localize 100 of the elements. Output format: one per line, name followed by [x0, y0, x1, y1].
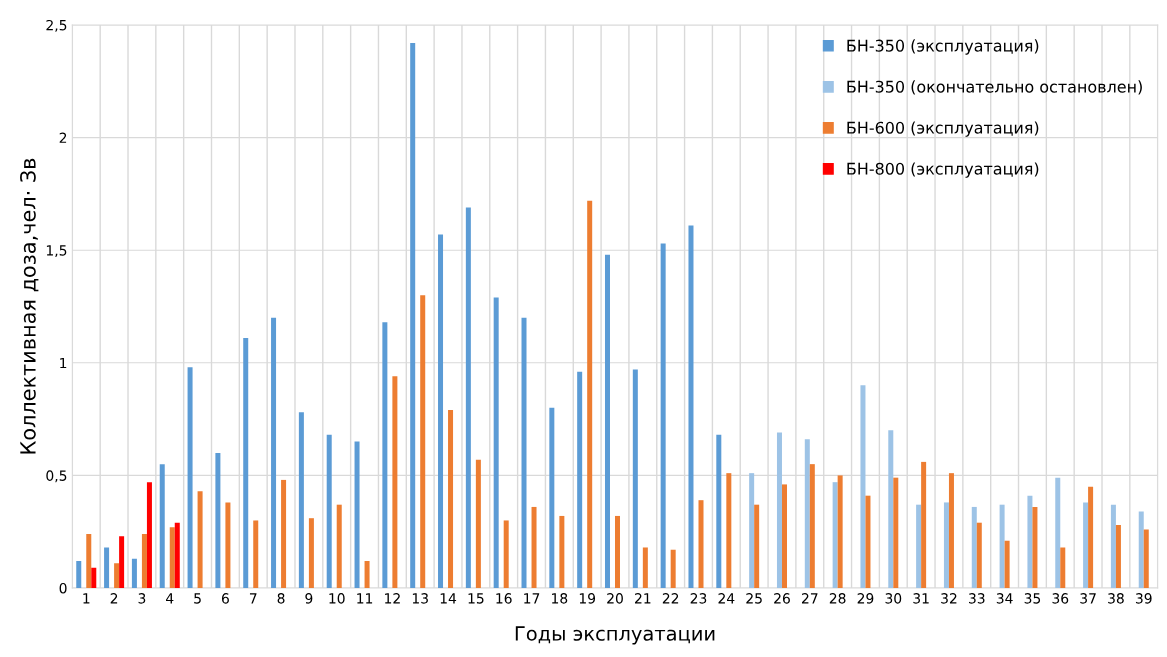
y-axis-title: Коллективная доза,чел· Зв: [20, 158, 39, 454]
x-tick-label: 4: [166, 593, 174, 604]
x-tick-label: 15: [468, 593, 484, 604]
bar: [948, 473, 954, 589]
bar: [253, 520, 259, 589]
x-tick-label: 29: [857, 593, 874, 604]
x-tick-label: 17: [524, 593, 540, 604]
y-tick-label: 2: [59, 132, 67, 143]
bar: [921, 461, 927, 589]
x-tick-label: 38: [1108, 593, 1124, 604]
bar: [688, 225, 694, 589]
bar: [1060, 547, 1066, 589]
x-tick-label: 18: [552, 593, 568, 604]
bar: [604, 254, 610, 589]
bar: [1110, 504, 1116, 589]
bar: [559, 515, 565, 589]
bar: [1055, 477, 1061, 589]
x-tick-label: 11: [357, 593, 373, 604]
bar: [382, 322, 388, 589]
bar: [893, 477, 899, 589]
bar: [298, 412, 304, 589]
bar: [159, 464, 165, 589]
bar: [86, 533, 92, 589]
bar: [971, 506, 977, 589]
bar: [1115, 524, 1121, 589]
bar: [577, 371, 583, 589]
x-tick-label: 35: [1024, 593, 1041, 604]
x-tick-label: 28: [829, 593, 846, 604]
x-tick-label: 31: [913, 593, 929, 604]
bar: [364, 560, 370, 589]
bar: [448, 410, 454, 589]
y-tick-label: 0: [59, 582, 67, 594]
bar: [392, 376, 398, 589]
bar: [632, 369, 638, 589]
bar: [781, 484, 787, 589]
bar: [197, 491, 203, 589]
bar: [615, 515, 621, 589]
x-tick-label: 12: [385, 593, 400, 604]
x-tick-label: 14: [440, 593, 457, 604]
bar: [1004, 540, 1010, 589]
bar: [888, 430, 894, 589]
bar: [91, 567, 97, 589]
y-tick-label: 1: [60, 357, 67, 369]
bar: [475, 459, 481, 589]
bar: [670, 549, 676, 589]
bar: [865, 495, 871, 589]
bar: [114, 563, 120, 589]
legend-label: БН-350 (окончательно остановлен): [847, 80, 1142, 95]
bar: [187, 367, 193, 589]
bar: [146, 482, 152, 589]
x-tick-label: 39: [1135, 593, 1152, 604]
bar: [420, 295, 426, 589]
bar: [354, 441, 360, 589]
x-tick-label: 19: [579, 593, 596, 604]
bar: [243, 338, 249, 589]
bar: [749, 473, 755, 589]
y-tick-label: 0,5: [46, 470, 67, 483]
bar: [215, 452, 221, 589]
x-axis-title: Годы эксплуатации: [515, 626, 715, 645]
bar: [503, 520, 509, 589]
x-tick-label: 27: [801, 593, 818, 604]
x-tick-label: 23: [690, 593, 707, 604]
bar: [660, 243, 666, 589]
bar: [438, 234, 444, 589]
x-tick-label: 33: [969, 593, 985, 604]
x-tick-label: 9: [305, 593, 313, 604]
x-tick-label: 24: [718, 593, 735, 604]
bar: [1138, 511, 1144, 589]
bar: [916, 504, 922, 589]
bar: [999, 504, 1005, 589]
x-tick-label: 34: [996, 593, 1013, 604]
legend-label: БН-350 (эксплуатация): [847, 39, 1039, 55]
bar: [410, 42, 416, 589]
bar: [225, 502, 231, 589]
bar: [1083, 502, 1089, 589]
bar: [465, 207, 471, 589]
x-tick-label: 10: [329, 593, 345, 604]
x-tick-label: 36: [1052, 593, 1069, 604]
legend-label: БН-600 (эксплуатация): [847, 121, 1039, 137]
x-tick-label: 2: [110, 593, 118, 604]
bar: [726, 473, 732, 589]
bar: [281, 479, 287, 589]
bar: [837, 475, 843, 589]
x-tick-label: 20: [607, 593, 623, 604]
bar: [308, 518, 314, 589]
bar: [104, 547, 110, 589]
bar: [1027, 495, 1033, 589]
x-tick-label: 22: [662, 593, 679, 604]
bar: [860, 385, 866, 589]
bar: [698, 500, 704, 589]
bar: [776, 432, 782, 589]
bar: [642, 547, 648, 589]
x-tick-label: 30: [885, 593, 902, 604]
bar: [76, 560, 82, 589]
y-tick-label: 1,5: [46, 245, 67, 258]
x-tick-label: 5: [194, 593, 201, 604]
x-tick-label: 6: [221, 593, 229, 604]
bar: [832, 482, 838, 589]
x-tick-label: 26: [774, 593, 790, 604]
bar: [169, 527, 175, 589]
